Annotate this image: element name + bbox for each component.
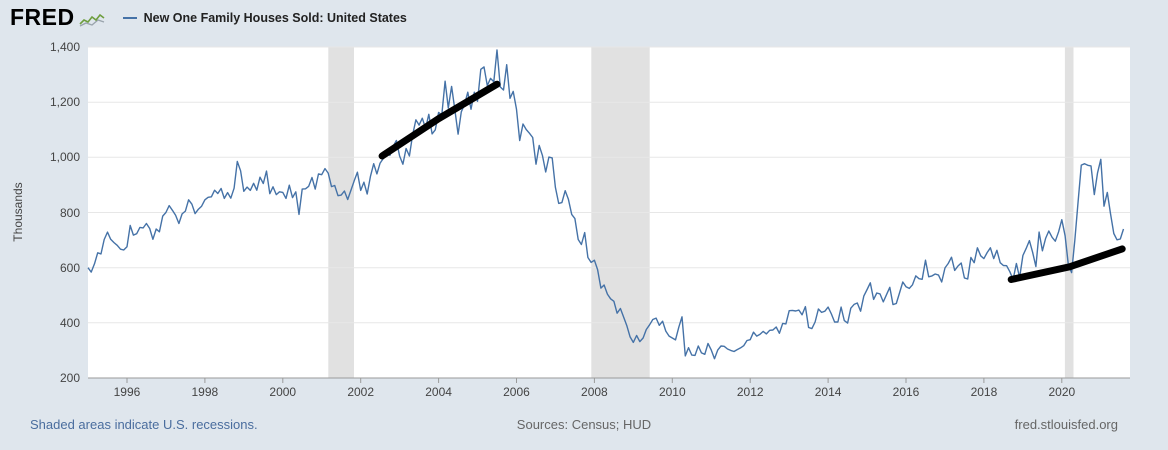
x-tick-label: 1998 (191, 385, 219, 399)
fred-site-link[interactable]: fred.stlouisfed.org (1014, 417, 1118, 432)
x-tick-label: 2014 (814, 385, 842, 399)
legend-line-swatch (122, 16, 137, 19)
y-tick-label: 200 (59, 371, 80, 385)
x-tick-label: 2012 (736, 385, 764, 399)
chart-header: FRED New One Family Houses Sold: United … (10, 6, 407, 29)
y-tick-label: 1,000 (49, 150, 80, 165)
y-tick-label: 600 (59, 260, 80, 275)
trend-annotation (1007, 245, 1126, 283)
plot-area[interactable] (87, 46, 1130, 383)
recession-note-link[interactable]: Shaded areas indicate U.S. recessions. (30, 417, 258, 432)
y-tick-label: 1,400 (49, 40, 80, 54)
trend-annotation (378, 80, 501, 160)
x-tick-label: 2006 (503, 385, 530, 399)
data-line[interactable] (87, 49, 1125, 360)
y-tick-label: 1,200 (49, 95, 80, 110)
x-tick-label: 2008 (581, 385, 608, 399)
sparkline-icon (79, 13, 105, 27)
legend-item[interactable]: New One Family Houses Sold: United State… (122, 10, 407, 25)
x-tick-label: 2018 (970, 385, 998, 399)
fred-logo[interactable]: FRED (10, 6, 105, 29)
y-tick-label: 400 (59, 315, 80, 330)
y-tick-label: 800 (59, 205, 80, 220)
x-tick-label: 2000 (269, 385, 297, 399)
x-tick-label: 2002 (347, 385, 375, 399)
x-tick-label: 2016 (892, 385, 920, 399)
x-tick-label: 1996 (113, 385, 141, 399)
sources-text[interactable]: Sources: Census; HUD (516, 417, 652, 432)
fred-logo-text: FRED (10, 4, 75, 30)
x-tick-label: 2010 (658, 385, 686, 399)
y-axis-title: Thousands (11, 182, 25, 242)
x-tick-label: 2020 (1048, 385, 1076, 399)
x-tick-label: 2004 (425, 385, 452, 399)
legend-label: New One Family Houses Sold: United State… (143, 10, 407, 25)
